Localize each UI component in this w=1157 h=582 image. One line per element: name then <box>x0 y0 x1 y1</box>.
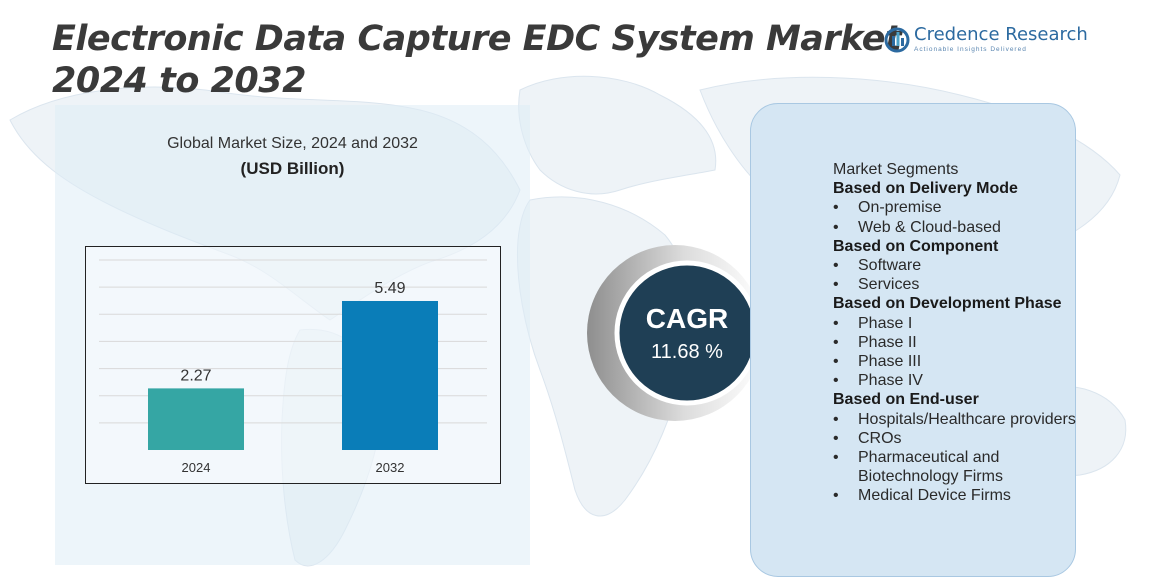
segment-item: • Software <box>833 256 1083 275</box>
data-label-2024: 2.27 <box>180 367 211 384</box>
segment-item-label: Software <box>858 257 922 275</box>
segment-item: • Hospitals/Healthcare providers <box>833 410 1083 429</box>
bullet-icon: • <box>833 372 839 390</box>
segment-item: • Web & Cloud-based <box>833 218 1083 237</box>
segment-item: • Phase I <box>833 314 1083 333</box>
cagr-value: 11.68 % <box>651 341 723 363</box>
segment-item: • On-premise <box>833 198 1083 217</box>
segment-group-title: Based on End-user <box>833 391 979 409</box>
segment-group-title: Based on Development Phase <box>833 295 1062 313</box>
bullet-icon: • <box>833 218 839 236</box>
logo-name: Credence Research <box>914 24 1088 45</box>
credence-logo-icon <box>884 27 910 53</box>
chart-frame <box>85 246 501 484</box>
segment-item-label: Pharmaceutical and Biotechnology Firms <box>858 449 1003 486</box>
data-label-2032: 5.49 <box>374 280 405 297</box>
segment-item-label: On-premise <box>858 199 942 217</box>
segment-item-label: Medical Device Firms <box>858 487 1011 505</box>
bullet-icon: • <box>833 314 839 332</box>
segment-group-title: Based on Delivery Mode <box>833 180 1018 198</box>
page-title: Electronic Data Capture EDC System Marke… <box>52 18 902 102</box>
title-line-1: Electronic Data Capture EDC System Marke… <box>52 19 902 59</box>
segments-heading: Market Segments <box>833 161 959 178</box>
bullet-icon: • <box>833 449 839 467</box>
segment-group-title: Based on Component <box>833 237 999 255</box>
bullet-icon: • <box>833 199 839 217</box>
segment-item: • CROs <box>833 429 1083 448</box>
chart-title: Global Market Size, 2024 and 2032 <box>167 135 418 152</box>
market-segments-list: Market Segments Based on Delivery Mode • O… <box>833 160 1083 506</box>
segment-item: • Phase II <box>833 333 1083 352</box>
x-tick-label-2032: 2032 <box>376 460 405 475</box>
bar-2032 <box>342 300 438 450</box>
bar-chart: 2.27 2024 5.49 2032 <box>85 246 501 484</box>
bar-2024 <box>148 388 244 450</box>
segment-item-label: Web & Cloud-based <box>858 218 1001 236</box>
bullet-icon: • <box>833 257 839 275</box>
segment-item-label: Services <box>858 276 920 294</box>
x-tick-label-2024: 2024 <box>182 460 211 475</box>
logo-tagline: Actionable Insights Delivered <box>914 46 1027 53</box>
bullet-icon: • <box>833 333 839 351</box>
bullet-icon: • <box>833 353 839 371</box>
cagr-label: CAGR <box>645 303 729 334</box>
chart-panel: Global Market Size, 2024 and 2032 (USD B… <box>55 105 530 565</box>
segments-panel <box>750 103 1076 577</box>
segment-item-label: CROs <box>858 429 902 447</box>
segment-item: • Services <box>833 275 1083 294</box>
credence-logo: Credence Research Actionable Insights De… <box>884 24 1088 60</box>
segment-item-label: Hospitals/Healthcare providers <box>858 410 1076 428</box>
bullet-icon: • <box>833 487 839 505</box>
segment-item: • Medical Device Firms <box>833 486 1083 505</box>
bullet-icon: • <box>833 276 839 294</box>
bullet-icon: • <box>833 429 839 447</box>
title-line-2: 2024 to 2032 <box>52 61 306 101</box>
segment-item-label: Phase III <box>858 353 922 371</box>
cagr-badge <box>587 245 763 421</box>
segment-item-label: Phase IV <box>858 372 923 390</box>
segment-item: • Phase IV <box>833 371 1083 390</box>
bullet-icon: • <box>833 410 839 428</box>
segment-item: • Phase III <box>833 352 1083 371</box>
segment-item: • Pharmaceutical and Biotechnology Firms <box>833 448 1083 486</box>
segment-item-label: Phase II <box>858 333 917 351</box>
chart-unit: (USD Billion) <box>240 159 345 178</box>
segment-item-label: Phase I <box>858 314 913 332</box>
